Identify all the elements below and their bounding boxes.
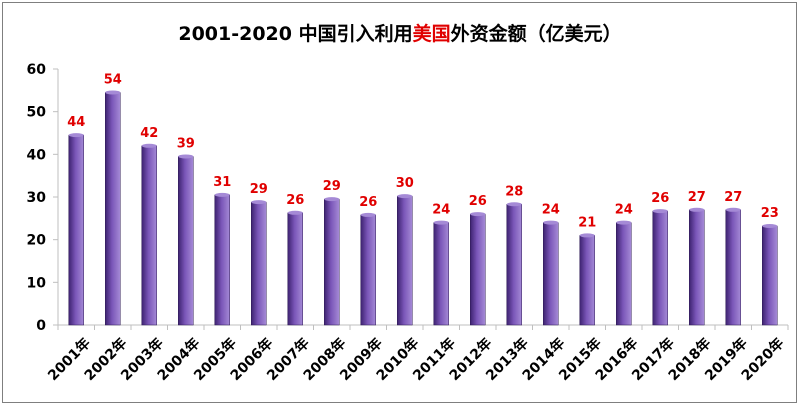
- bar: [68, 134, 84, 326]
- data-label: 29: [250, 182, 268, 197]
- y-tick-label: 20: [27, 233, 47, 249]
- bar-top: [68, 133, 84, 138]
- bar: [725, 209, 741, 326]
- data-label: 24: [615, 203, 633, 218]
- bar: [287, 212, 303, 326]
- data-label: 30: [396, 176, 414, 191]
- bar-top: [579, 233, 595, 238]
- bar-top: [397, 194, 413, 199]
- data-label: 28: [505, 184, 523, 199]
- data-label: 23: [761, 206, 779, 221]
- bar: [178, 156, 194, 326]
- bar: [324, 198, 340, 326]
- data-label: 26: [286, 193, 304, 208]
- bar-top: [689, 207, 705, 212]
- chart-title: 2001-2020 中国引入利用美国外资金额（亿美元）: [178, 22, 621, 45]
- bar: [360, 214, 376, 326]
- bar-top: [251, 200, 267, 205]
- data-label: 27: [688, 190, 706, 205]
- data-label: 24: [432, 203, 450, 218]
- data-label: 39: [177, 136, 195, 151]
- bar: [433, 222, 449, 326]
- bar: [762, 225, 778, 326]
- data-label: 26: [469, 194, 487, 209]
- chart-title-part-0: 2001-2020 中国引入利用: [178, 22, 412, 45]
- bar: [616, 222, 632, 326]
- data-label: 26: [651, 191, 669, 206]
- bar-top: [762, 224, 778, 229]
- bar: [141, 145, 157, 326]
- bar-top: [470, 212, 486, 217]
- y-tick-label: 50: [27, 105, 47, 121]
- bar-top: [616, 220, 632, 225]
- chart-svg: 2001-2020 中国引入利用美国外资金额（亿美元） 0 10 20 30 40 50 6…: [27, 22, 789, 384]
- bars: [68, 90, 778, 326]
- data-label: 42: [140, 126, 158, 141]
- bar-top: [105, 90, 121, 95]
- data-label: 24: [542, 203, 560, 218]
- data-label: 31: [213, 175, 231, 190]
- y-tick-label: 0: [36, 318, 46, 334]
- data-label: 21: [578, 215, 596, 230]
- bar-top: [287, 210, 303, 215]
- bar-top: [543, 220, 559, 225]
- bar: [105, 92, 121, 326]
- data-label: 29: [323, 179, 341, 194]
- y-tick-label: 40: [27, 147, 47, 163]
- bar: [506, 204, 522, 326]
- y-tick-label: 30: [27, 190, 47, 206]
- bar-top: [214, 192, 230, 197]
- data-label: 27: [724, 190, 742, 205]
- chart-frame: 2001-2020 中国引入利用美国外资金额（亿美元） 0 10 20 30 40 50 6…: [2, 2, 797, 403]
- bar: [543, 222, 559, 326]
- bar: [397, 195, 413, 326]
- bar-top: [652, 209, 668, 214]
- bar-top: [360, 212, 376, 217]
- bar: [214, 194, 230, 326]
- chart-title-part-1: 美国: [413, 22, 451, 45]
- data-label: 54: [104, 72, 122, 87]
- bar: [251, 201, 267, 326]
- bar: [689, 209, 705, 326]
- bar-top: [725, 207, 741, 212]
- chart-title-part-2: 外资金额（亿美元）: [451, 22, 622, 45]
- bar: [470, 213, 486, 326]
- data-label: 26: [359, 195, 377, 210]
- bar-top: [141, 143, 157, 148]
- bar-top: [324, 197, 340, 202]
- bar: [652, 210, 668, 326]
- bar-top: [506, 202, 522, 207]
- y-tick-label: 60: [27, 62, 47, 78]
- data-label: 44: [67, 115, 85, 130]
- bar-top: [433, 220, 449, 225]
- bar: [579, 235, 595, 326]
- y-tick-label: 10: [27, 275, 47, 291]
- bar-top: [178, 154, 194, 159]
